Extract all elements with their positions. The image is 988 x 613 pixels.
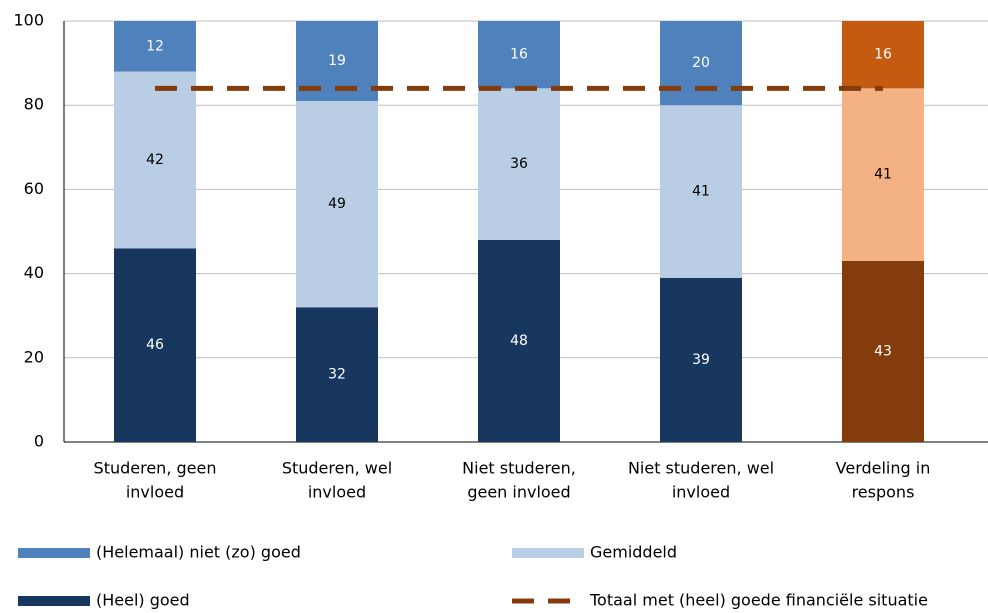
x-tick-label: Niet studeren, wel <box>628 459 774 478</box>
y-tick-label: 40 <box>24 263 44 282</box>
bar-segment <box>660 277 742 442</box>
value-label: 41 <box>692 184 710 200</box>
x-tick-label: respons <box>852 483 915 502</box>
value-label: 20 <box>692 55 710 71</box>
legend-label: Totaal met (heel) goede financiële situa… <box>589 591 928 610</box>
bar-segment <box>842 88 924 261</box>
value-label: 41 <box>874 167 892 183</box>
bar-segment <box>114 248 196 442</box>
value-label: 19 <box>328 53 346 69</box>
x-tick-label: Verdeling in <box>836 459 931 478</box>
x-tick-label: invloed <box>126 483 184 502</box>
bar-segment <box>114 21 196 72</box>
legend-label: (Heel) goed <box>96 591 190 610</box>
legend-swatch <box>18 548 90 558</box>
value-label: 48 <box>510 333 528 349</box>
value-label: 36 <box>510 156 528 172</box>
value-label: 39 <box>692 352 710 368</box>
bar-segment <box>660 105 742 278</box>
x-tick-label: Studeren, wel <box>282 459 392 478</box>
x-tick-label: invloed <box>672 483 730 502</box>
legend-label: (Helemaal) niet (zo) goed <box>96 543 301 562</box>
bar-segment <box>478 88 560 240</box>
value-label: 16 <box>874 47 892 63</box>
y-tick-label: 100 <box>13 11 44 30</box>
legend-swatch <box>18 596 90 606</box>
bar-segment <box>478 21 560 89</box>
x-tick-label: Niet studeren, <box>462 459 576 478</box>
value-label: 32 <box>328 367 346 383</box>
y-tick-label: 0 <box>34 432 44 451</box>
x-tick-label: Studeren, geen <box>94 459 217 478</box>
y-tick-label: 20 <box>24 347 44 366</box>
value-label: 46 <box>146 337 164 353</box>
bar-segment <box>296 307 378 442</box>
value-label: 43 <box>874 343 892 359</box>
value-label: 42 <box>146 152 164 168</box>
x-tick-label: invloed <box>308 483 366 502</box>
y-tick-label: 80 <box>24 95 44 114</box>
bar-segment <box>842 21 924 89</box>
legend-swatch <box>512 548 584 558</box>
bar-segment <box>842 260 924 442</box>
bar-segment <box>660 21 742 106</box>
y-tick-label: 60 <box>24 179 44 198</box>
value-label: 16 <box>510 47 528 63</box>
bar-segment <box>114 71 196 249</box>
bar-segment <box>478 239 560 442</box>
value-label: 49 <box>328 196 346 212</box>
value-label: 12 <box>146 38 164 54</box>
x-tick-label: geen invloed <box>467 483 570 502</box>
bar-segment <box>296 100 378 308</box>
legend-label: Gemiddeld <box>590 543 677 562</box>
